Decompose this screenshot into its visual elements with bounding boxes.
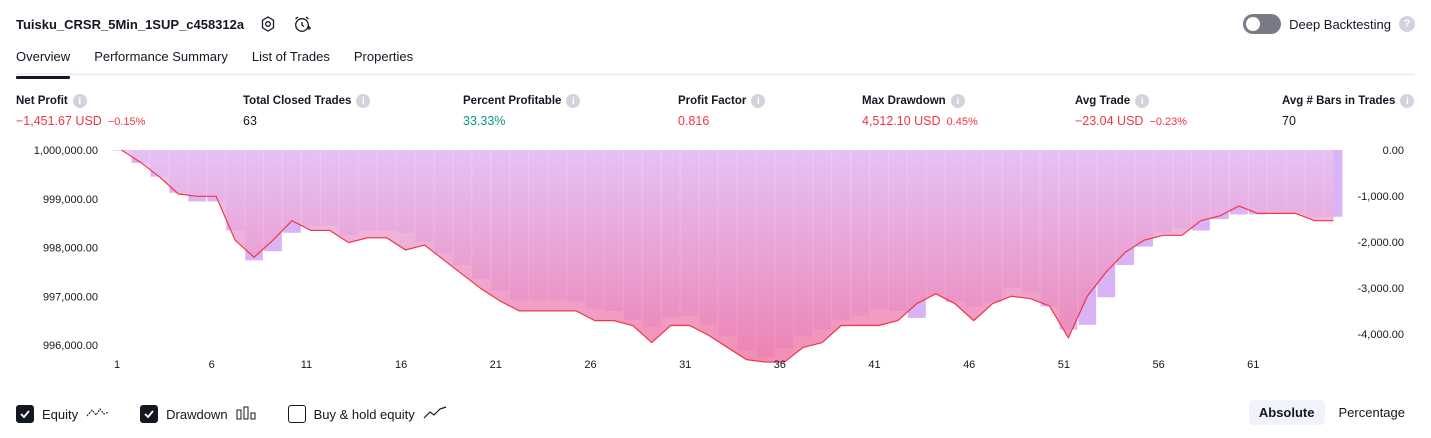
y-left-tick-label: 999,000.00 [43,194,98,206]
info-icon[interactable]: i [566,94,581,108]
metric-percent-profitable: Percent Profitable i 33.33% [463,94,581,128]
y-axis-right: 0.00 -1,000.00 -2,000.00 -3,000.00 -4,000.00 [1358,145,1404,341]
y-axis-left: 1,000,000.00 999,000.00 998,000.00 997,000.… [34,145,98,352]
percentage-button[interactable]: Percentage [1338,405,1406,420]
metric-avg-trade: Avg Trade i −23.04 USD −0.23% [1075,94,1187,128]
tab-overview[interactable]: Overview [16,40,71,79]
buy-hold-legend-icon [423,405,447,423]
checkbox-checked[interactable] [140,405,159,423]
help-icon[interactable]: ? [1399,16,1415,32]
metric-value: 4,512.10 USD [862,114,941,128]
x-tick-label: 56 [1152,359,1164,371]
metric-value: 0.816 [678,114,710,128]
metric-label: Avg # Bars in Trades [1282,95,1396,107]
metric-total-closed-trades: Total Closed Trades i 63 [243,94,371,128]
metric-net-profit: Net Profit i −1,451.67 USD −0.15% [16,94,145,128]
x-tick-label: 16 [395,359,407,371]
equity-label: Equity [42,406,79,422]
x-tick-label: 11 [301,359,312,371]
x-tick-label: 36 [774,359,786,371]
metric-max-drawdown: Max Drawdown i 4,512.10 USD 0.45% [862,94,978,128]
metric-value: 63 [243,114,257,128]
metric-label: Max Drawdown [862,95,946,107]
metric-value: 70 [1282,114,1296,128]
info-icon[interactable]: i [1135,94,1150,108]
buy-hold-label: Buy & hold equity [313,406,415,422]
drawdown-legend-icon [236,406,258,423]
y-left-tick-label: 1,000,000.00 [34,145,98,157]
y-left-tick-label: 998,000.00 [43,243,98,255]
y-right-tick-label: -1,000.00 [1358,191,1404,203]
strategy-name: Tuisku_CRSR_5Min_1SUP_c458312a [16,16,245,32]
y-right-tick-label: -2,000.00 [1358,237,1404,249]
info-icon[interactable]: i [751,94,766,108]
report-tabs: Overview Performance Summary List of Tra… [16,40,1415,79]
x-tick-label: 1 [114,359,120,371]
metric-percent: 0.45% [946,116,978,128]
tab-properties[interactable]: Properties [353,49,414,64]
drawdown-toggle[interactable]: Drawdown [140,405,257,423]
checkbox-unchecked[interactable] [287,405,306,423]
x-tick-label: 6 [209,359,215,371]
deep-backtesting-label: Deep Backtesting [1289,16,1391,32]
metric-profit-factor: Profit Factor i 0.816 [678,94,766,128]
metric-value: −1,451.67 USD [16,114,102,128]
equity-line [121,149,1334,363]
metric-avg-bars: Avg # Bars in Trades i 70 [1282,94,1415,128]
info-icon[interactable]: i [356,94,371,108]
metric-label: Total Closed Trades [243,95,352,107]
drawdown-label: Drawdown [166,406,228,422]
buy-hold-toggle[interactable]: Buy & hold equity [287,405,447,423]
info-icon[interactable]: i [950,94,965,108]
y-left-tick-label: 996,000.00 [43,340,98,352]
metric-value: −23.04 USD [1075,114,1144,128]
x-tick-label: 26 [584,359,596,371]
x-tick-label: 41 [868,359,880,371]
settings-icon[interactable] [258,14,278,34]
equity-area [121,150,1334,363]
tab-list-of-trades[interactable]: List of Trades [251,49,330,64]
metric-value: 33.33% [463,114,506,128]
metric-percent: −0.23% [1149,116,1188,128]
x-tick-label: 61 [1247,359,1259,371]
x-tick-label: 46 [963,359,975,371]
deep-backtesting-control: Deep Backtesting ? [1243,12,1415,36]
tab-performance-summary[interactable]: Performance Summary [94,49,228,64]
absolute-button[interactable]: Absolute [1248,400,1325,425]
x-tick-label: 21 [490,359,502,371]
equity-toggle[interactable]: Equity [16,405,110,423]
scale-mode-switch: Absolute Percentage [1248,400,1415,425]
x-tick-label: 31 [679,359,691,371]
y-right-tick-label: -3,000.00 [1358,283,1404,295]
equity-drawdown-chart[interactable]: 1,000,000.00 999,000.00 998,000.00 997,000.… [0,140,1431,372]
chart-legend: Equity Drawdown Buy & hold equity [16,403,447,425]
metric-percent: −0.15% [107,116,146,128]
x-axis: 1 6 11 16 21 26 31 36 41 46 51 56 61 [114,359,1259,371]
checkbox-checked[interactable] [16,405,34,423]
y-left-tick-label: 997,000.00 [43,291,98,303]
report-header: Tuisku_CRSR_5Min_1SUP_c458312a [16,12,312,36]
metric-label: Profit Factor [678,95,747,107]
info-icon[interactable]: i [1400,94,1415,108]
info-icon[interactable]: i [72,94,87,108]
x-tick-label: 51 [1058,359,1070,371]
metric-label: Avg Trade [1075,95,1131,107]
deep-backtesting-toggle[interactable] [1243,14,1282,34]
alarm-add-icon[interactable] [292,14,312,34]
metric-label: Percent Profitable [463,95,562,107]
y-right-tick-label: -4,000.00 [1358,329,1404,341]
metric-label: Net Profit [16,95,68,107]
y-right-tick-label: 0.00 [1383,145,1404,157]
equity-legend-icon [86,406,110,423]
